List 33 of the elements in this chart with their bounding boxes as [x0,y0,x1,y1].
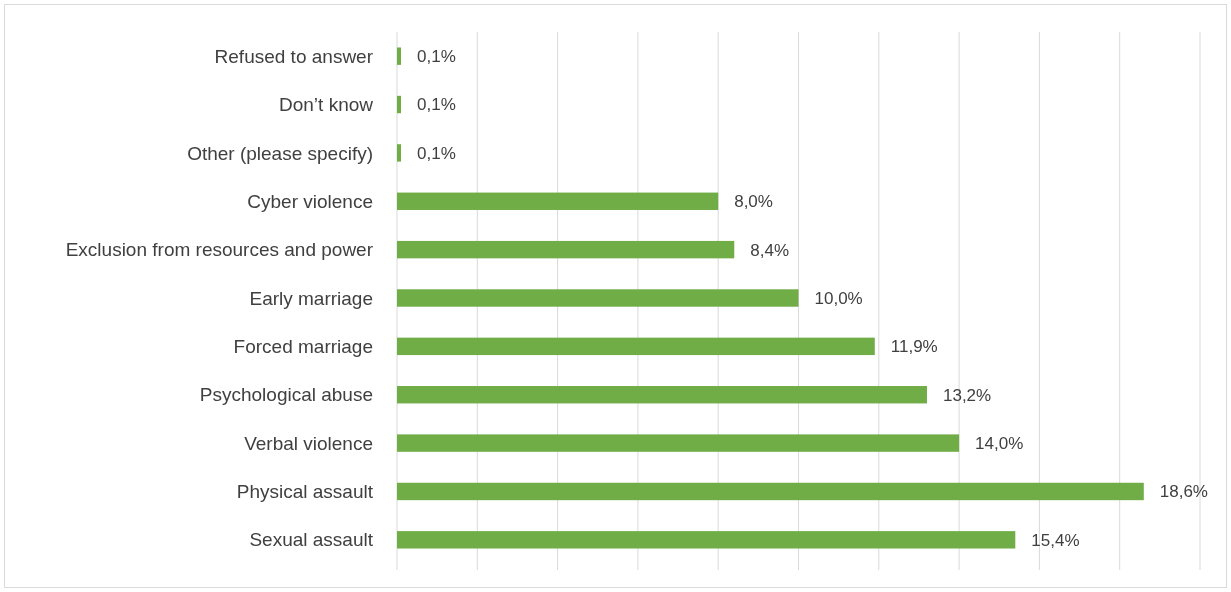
data-label: 8,4% [750,240,790,260]
y-tick-label: Don’t know [279,94,374,116]
bar [397,434,960,452]
data-label: 10,0% [814,288,863,308]
y-tick-label: Early marriage [249,287,373,309]
data-label: 8,0% [734,192,773,212]
y-tick-label: Refused to answer [214,45,374,67]
data-label: 13,2% [942,385,992,405]
data-label: 18,6% [1159,482,1208,502]
bar [397,531,1016,549]
y-tick-label: Cyber violence [247,190,373,212]
bar [397,47,402,65]
y-tick-label: Other (please specify) [187,142,373,164]
bar [397,240,735,259]
y-tick-label: Verbal violence [244,432,373,454]
bar [397,144,402,162]
y-tick-label: Exclusion from resources and power [65,239,374,261]
y-tick-label: Forced marriage [233,336,373,358]
bar [397,337,875,356]
y-tick-label: Psychological abuse [199,384,373,406]
y-tick-label: Sexual assault [249,529,374,551]
data-label: 0,1% [417,95,456,115]
data-label: 0,1% [417,47,456,67]
data-label: 14,0% [975,434,1024,454]
data-label: 0,1% [417,143,456,163]
bar [397,482,1144,501]
bar [397,289,799,307]
data-label: 15,4% [1031,530,1080,550]
data-label: 11,9% [890,337,938,357]
bar [397,192,719,210]
bar [397,386,927,404]
y-tick-label: Physical assault [236,481,374,503]
bar [397,95,402,114]
